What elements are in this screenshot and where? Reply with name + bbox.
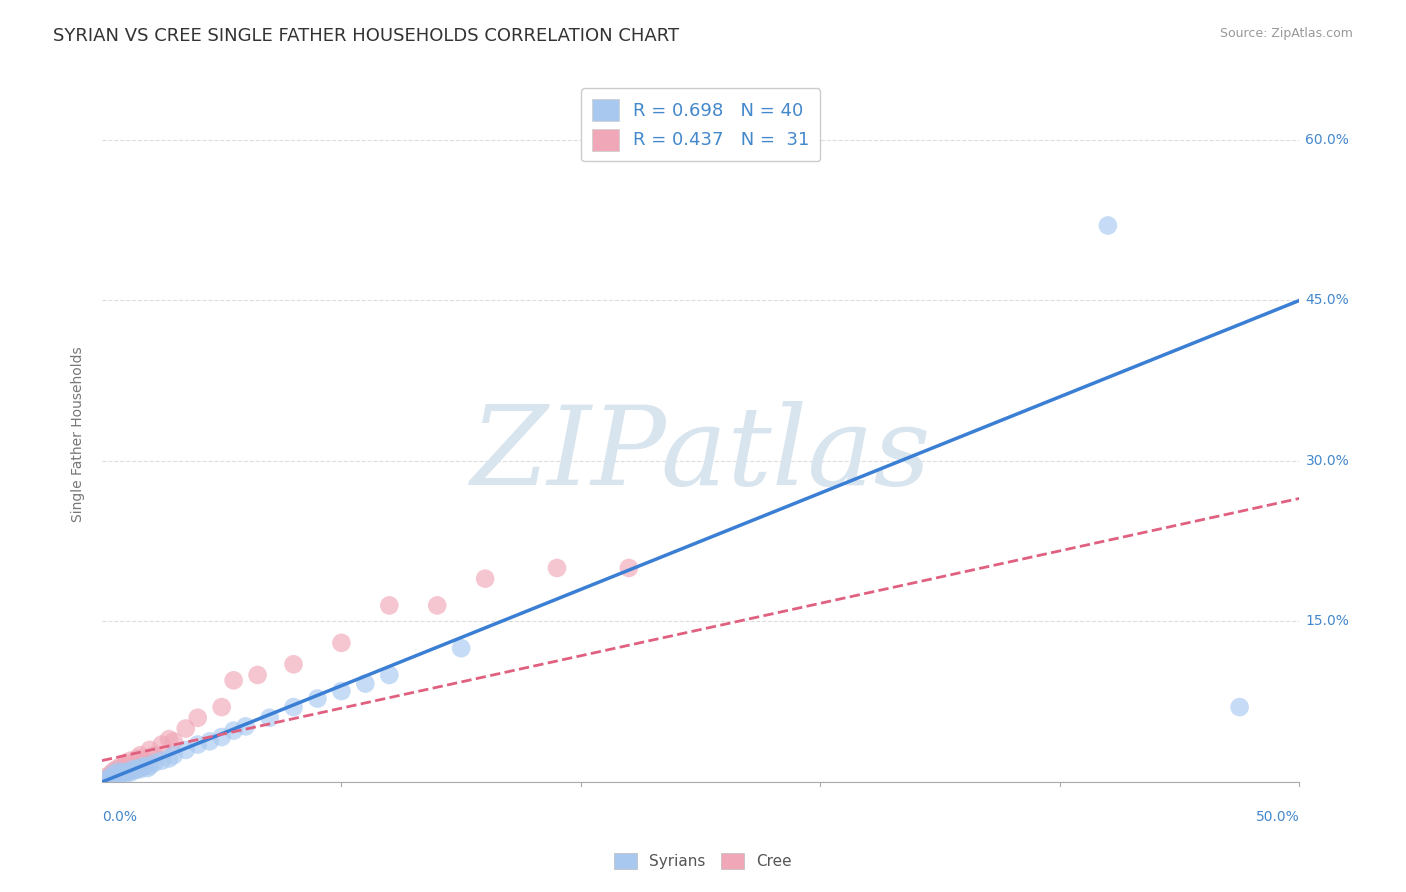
Text: 50.0%: 50.0%: [1256, 810, 1299, 824]
Point: [103, 770, 125, 784]
Point: [122, 759, 145, 773]
Point: [150, 738, 173, 752]
Point: [378, 599, 401, 613]
Point: [211, 700, 233, 714]
Point: [96, 770, 118, 784]
Point: [198, 734, 221, 748]
Point: [157, 732, 180, 747]
Point: [124, 763, 146, 777]
Point: [378, 668, 401, 682]
Point: [163, 748, 186, 763]
Point: [96, 772, 118, 787]
Point: [115, 756, 138, 770]
Point: [120, 765, 142, 780]
Point: [103, 764, 125, 779]
Point: [100, 766, 122, 780]
Point: [115, 766, 138, 780]
Point: [105, 771, 128, 785]
Point: [134, 759, 156, 773]
Point: [187, 738, 209, 752]
Point: [127, 761, 149, 775]
Point: [105, 762, 128, 776]
Legend: Syrians, Cree: Syrians, Cree: [609, 847, 797, 875]
Text: 45.0%: 45.0%: [1306, 293, 1350, 308]
Point: [110, 767, 132, 781]
Point: [129, 748, 152, 763]
Text: ZIPatlas: ZIPatlas: [471, 401, 931, 508]
Point: [163, 734, 186, 748]
Point: [150, 754, 173, 768]
Point: [246, 668, 269, 682]
Point: [98, 771, 121, 785]
Point: [139, 743, 162, 757]
Point: [139, 759, 162, 773]
Point: [546, 561, 568, 575]
Point: [450, 641, 472, 656]
Point: [211, 730, 233, 744]
Point: [127, 751, 149, 765]
Text: Source: ZipAtlas.com: Source: ZipAtlas.com: [1219, 27, 1353, 40]
Point: [426, 599, 449, 613]
Point: [617, 561, 640, 575]
Text: 30.0%: 30.0%: [1306, 454, 1350, 468]
Point: [112, 761, 135, 775]
Text: 15.0%: 15.0%: [1306, 615, 1350, 629]
Point: [283, 657, 305, 672]
Text: SYRIAN VS CREE SINGLE FATHER HOUSEHOLDS CORRELATION CHART: SYRIAN VS CREE SINGLE FATHER HOUSEHOLDS …: [53, 27, 679, 45]
Point: [107, 765, 129, 780]
Point: [134, 754, 156, 768]
Point: [117, 764, 139, 779]
Point: [1229, 700, 1251, 714]
Point: [107, 768, 129, 782]
Point: [307, 691, 329, 706]
Point: [120, 754, 142, 768]
Text: 0.0%: 0.0%: [101, 810, 136, 824]
Point: [354, 676, 377, 690]
Point: [100, 772, 122, 786]
Text: 60.0%: 60.0%: [1306, 133, 1350, 147]
Point: [187, 711, 209, 725]
Point: [330, 684, 353, 698]
Point: [222, 673, 245, 688]
Point: [122, 762, 145, 776]
Point: [117, 764, 139, 779]
Point: [1097, 219, 1119, 233]
Point: [136, 761, 159, 775]
Point: [110, 759, 132, 773]
Point: [103, 766, 125, 780]
Point: [112, 765, 135, 780]
Point: [174, 722, 197, 736]
Point: [283, 700, 305, 714]
Point: [143, 756, 166, 770]
Point: [107, 764, 129, 779]
Point: [259, 711, 281, 725]
Point: [474, 572, 496, 586]
Point: [330, 636, 353, 650]
Point: [129, 762, 152, 776]
Point: [235, 719, 257, 733]
Point: [157, 751, 180, 765]
Y-axis label: Single Father Households: Single Father Households: [72, 346, 86, 522]
Point: [131, 760, 153, 774]
Point: [222, 723, 245, 738]
Point: [143, 748, 166, 763]
Point: [174, 743, 197, 757]
Legend: R = 0.698   N = 40, R = 0.437   N =  31: R = 0.698 N = 40, R = 0.437 N = 31: [581, 88, 821, 161]
